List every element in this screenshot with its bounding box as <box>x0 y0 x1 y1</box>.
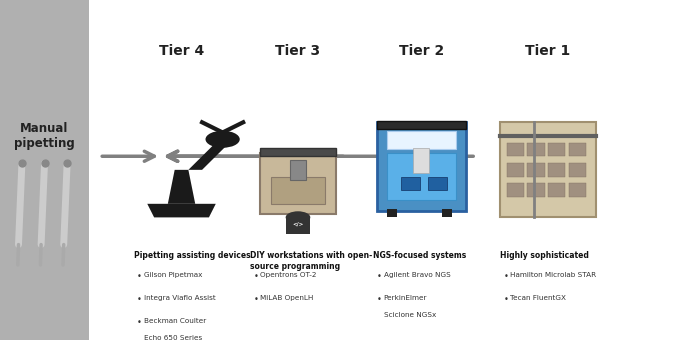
Text: •: • <box>253 295 258 304</box>
Text: Sciclone NGSx: Sciclone NGSx <box>384 312 436 318</box>
Polygon shape <box>188 143 229 170</box>
FancyBboxPatch shape <box>260 153 336 214</box>
FancyBboxPatch shape <box>290 160 306 180</box>
FancyBboxPatch shape <box>507 163 524 176</box>
FancyBboxPatch shape <box>260 148 336 156</box>
Text: PerkinElmer: PerkinElmer <box>384 295 427 301</box>
FancyBboxPatch shape <box>442 209 452 218</box>
Text: •: • <box>137 272 142 281</box>
FancyBboxPatch shape <box>569 183 586 197</box>
Text: Echo 650 Series: Echo 650 Series <box>144 335 202 341</box>
Text: MiLAB OpenLH: MiLAB OpenLH <box>260 295 314 301</box>
FancyBboxPatch shape <box>569 143 586 156</box>
Text: NGS-focused systems: NGS-focused systems <box>373 251 466 260</box>
Polygon shape <box>168 170 195 204</box>
Text: •: • <box>377 295 382 304</box>
Text: Tier 2: Tier 2 <box>399 44 444 58</box>
FancyBboxPatch shape <box>569 163 586 176</box>
Text: •: • <box>503 295 508 304</box>
FancyBboxPatch shape <box>527 143 545 156</box>
Text: •: • <box>503 272 508 281</box>
FancyBboxPatch shape <box>0 0 89 340</box>
FancyBboxPatch shape <box>548 163 565 176</box>
Text: Pipetting assisting devices: Pipetting assisting devices <box>134 251 250 260</box>
Circle shape <box>286 211 310 224</box>
FancyBboxPatch shape <box>413 148 429 173</box>
Text: •: • <box>137 295 142 304</box>
FancyBboxPatch shape <box>507 183 524 197</box>
Text: Highly sophisticated: Highly sophisticated <box>500 251 589 260</box>
FancyBboxPatch shape <box>271 176 325 204</box>
FancyBboxPatch shape <box>387 209 397 218</box>
FancyBboxPatch shape <box>401 176 420 190</box>
Text: Manual
pipetting: Manual pipetting <box>14 122 75 150</box>
FancyBboxPatch shape <box>387 131 456 149</box>
FancyBboxPatch shape <box>500 122 596 218</box>
Circle shape <box>206 131 240 148</box>
FancyBboxPatch shape <box>286 218 310 234</box>
FancyBboxPatch shape <box>548 143 565 156</box>
Text: DIY workstations with open-
source programming: DIY workstations with open- source progr… <box>250 251 372 271</box>
FancyBboxPatch shape <box>377 122 466 211</box>
Text: Tecan FluentGX: Tecan FluentGX <box>510 295 566 301</box>
Text: •: • <box>253 272 258 281</box>
Text: Beckman Coulter: Beckman Coulter <box>144 318 206 324</box>
FancyBboxPatch shape <box>548 183 565 197</box>
Text: Gilson Pipetmax: Gilson Pipetmax <box>144 272 202 278</box>
Polygon shape <box>147 204 216 218</box>
Text: •: • <box>377 272 382 281</box>
Text: Integra Viaflo Assist: Integra Viaflo Assist <box>144 295 216 301</box>
FancyBboxPatch shape <box>377 121 466 129</box>
Text: Agilent Bravo NGS: Agilent Bravo NGS <box>384 272 450 278</box>
Text: Tier 4: Tier 4 <box>159 44 204 58</box>
FancyBboxPatch shape <box>527 183 545 197</box>
Text: Tier 3: Tier 3 <box>275 44 321 58</box>
FancyBboxPatch shape <box>527 163 545 176</box>
Text: </>: </> <box>292 222 303 227</box>
FancyBboxPatch shape <box>428 176 447 190</box>
Text: Hamilton Microlab STAR: Hamilton Microlab STAR <box>510 272 597 278</box>
FancyBboxPatch shape <box>387 153 456 200</box>
Text: Opentrons OT-2: Opentrons OT-2 <box>260 272 316 278</box>
Text: •: • <box>137 318 142 327</box>
Text: Tier 1: Tier 1 <box>525 44 571 58</box>
FancyBboxPatch shape <box>507 143 524 156</box>
